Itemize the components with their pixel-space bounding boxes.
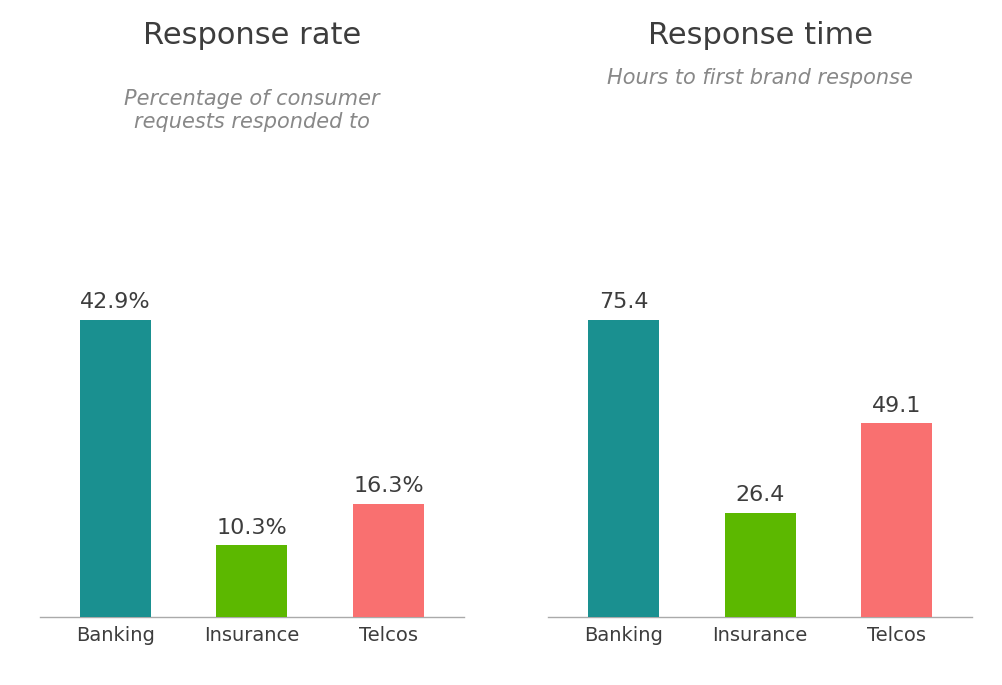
Bar	[588, 320, 659, 616]
Bar	[216, 545, 288, 616]
Text: 42.9%: 42.9%	[80, 292, 150, 312]
Text: 75.4: 75.4	[599, 292, 648, 312]
Text: Response rate: Response rate	[142, 21, 361, 49]
Text: Response time: Response time	[647, 21, 873, 49]
Bar	[724, 512, 796, 616]
Text: 49.1: 49.1	[872, 396, 922, 416]
Bar	[862, 423, 932, 616]
Bar	[353, 503, 424, 616]
Text: 10.3%: 10.3%	[216, 518, 288, 538]
Text: 26.4: 26.4	[735, 485, 785, 505]
Text: Percentage of consumer
requests responded to: Percentage of consumer requests responde…	[124, 89, 380, 132]
Bar	[80, 320, 150, 616]
Text: 16.3%: 16.3%	[353, 476, 424, 497]
Text: Hours to first brand response: Hours to first brand response	[607, 68, 913, 88]
